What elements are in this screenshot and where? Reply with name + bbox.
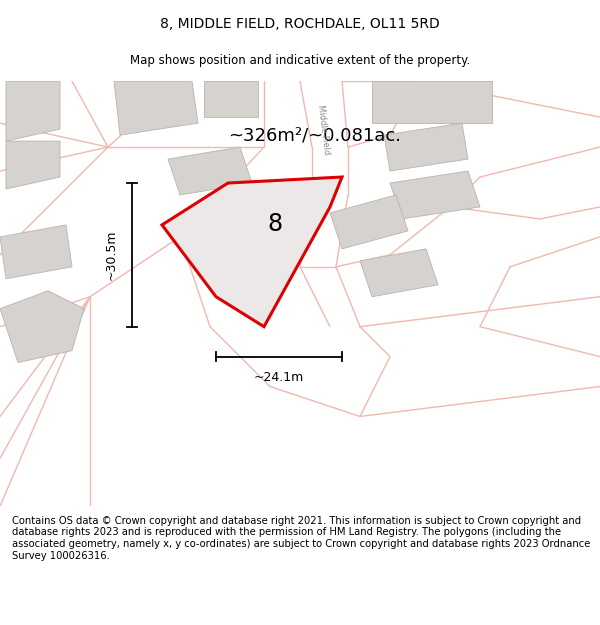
Text: ~30.5m: ~30.5m [104, 229, 118, 280]
Text: Map shows position and indicative extent of the property.: Map shows position and indicative extent… [130, 54, 470, 68]
Polygon shape [390, 171, 480, 219]
Polygon shape [360, 249, 438, 297]
Polygon shape [384, 123, 468, 171]
Text: ~326m²/~0.081ac.: ~326m²/~0.081ac. [228, 126, 401, 144]
Polygon shape [204, 81, 258, 117]
Text: 8: 8 [268, 212, 283, 236]
Polygon shape [6, 141, 60, 189]
Polygon shape [330, 195, 408, 249]
Polygon shape [6, 81, 60, 141]
Polygon shape [0, 291, 84, 362]
Text: ~24.1m: ~24.1m [254, 371, 304, 384]
Polygon shape [168, 147, 252, 195]
Polygon shape [162, 177, 342, 327]
Text: Middle Field: Middle Field [316, 104, 332, 154]
Text: 8, MIDDLE FIELD, ROCHDALE, OL11 5RD: 8, MIDDLE FIELD, ROCHDALE, OL11 5RD [160, 18, 440, 31]
Polygon shape [198, 195, 282, 255]
Polygon shape [0, 225, 72, 279]
Polygon shape [372, 81, 492, 123]
Text: Contains OS data © Crown copyright and database right 2021. This information is : Contains OS data © Crown copyright and d… [12, 516, 590, 561]
Polygon shape [114, 81, 198, 135]
